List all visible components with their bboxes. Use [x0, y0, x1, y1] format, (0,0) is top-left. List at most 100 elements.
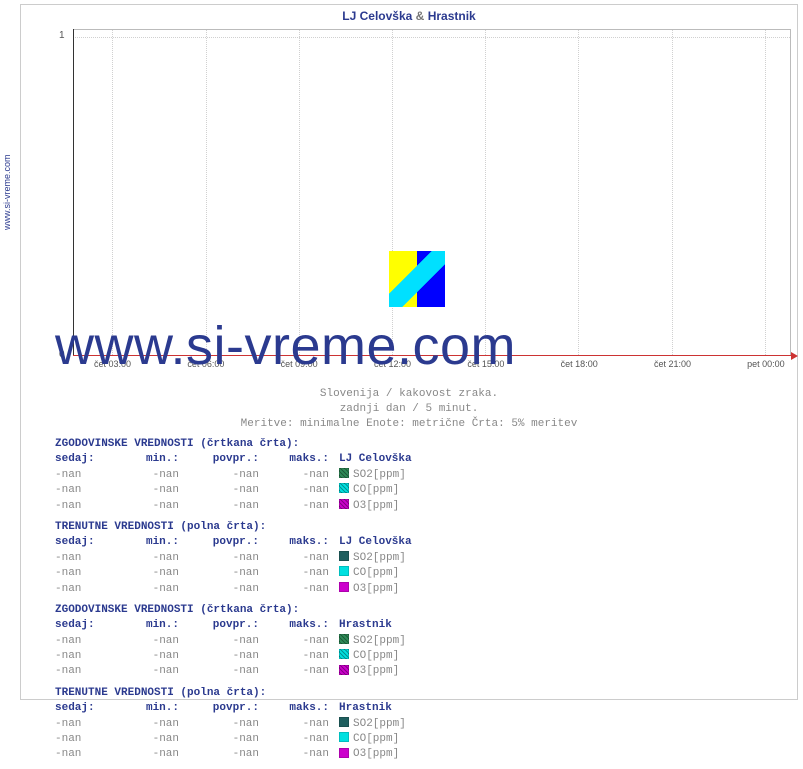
col-sedaj: sedaj:: [55, 452, 119, 467]
series-swatch-icon: [339, 551, 349, 561]
val-min: -nan: [119, 649, 189, 664]
legend-block: TRENUTNE VREDNOSTI (polna črta):sedaj:mi…: [55, 686, 489, 763]
val-povp: -nan: [189, 732, 269, 747]
val-maks: -nan: [269, 566, 339, 581]
series-label: SO2[ppm]: [353, 551, 406, 566]
y-axis: [73, 29, 74, 355]
val-min: -nan: [119, 483, 189, 498]
legend-row: -nan-nan-nan-nanO3[ppm]: [55, 582, 489, 597]
vgrid-line: [578, 30, 579, 355]
series-label: SO2[ppm]: [353, 468, 406, 483]
val-min: -nan: [119, 499, 189, 514]
col-povp: povpr.:: [189, 535, 269, 550]
val-sedaj: -nan: [55, 664, 119, 679]
val-maks: -nan: [269, 747, 339, 762]
x-tick-label: čet 15:00: [462, 359, 510, 369]
series-swatch-icon: [339, 649, 349, 659]
col-maks: maks.:: [269, 618, 339, 633]
series-label: O3[ppm]: [353, 499, 399, 514]
val-sedaj: -nan: [55, 649, 119, 664]
y-tick-label: 1: [59, 30, 65, 41]
series-cell: CO[ppm]: [339, 649, 489, 664]
legend-heading: ZGODOVINSKE VREDNOSTI (črtkana črta):: [55, 603, 489, 618]
val-maks: -nan: [269, 634, 339, 649]
val-min: -nan: [119, 468, 189, 483]
series-label: CO[ppm]: [353, 566, 399, 581]
vgrid-line: [485, 30, 486, 355]
legend-columns: sedaj:min.:povpr.:maks.:LJ Celovška: [55, 452, 489, 467]
val-povp: -nan: [189, 566, 269, 581]
vgrid-line: [206, 30, 207, 355]
val-povp: -nan: [189, 582, 269, 597]
legend-row: -nan-nan-nan-nanCO[ppm]: [55, 566, 489, 581]
val-povp: -nan: [189, 717, 269, 732]
watermark-logo-icon: [389, 251, 445, 307]
x-tick-label: čet 18:00: [555, 359, 603, 369]
col-min: min.:: [119, 452, 189, 467]
col-sedaj: sedaj:: [55, 618, 119, 633]
val-sedaj: -nan: [55, 634, 119, 649]
series-label: CO[ppm]: [353, 483, 399, 498]
vgrid-line: [765, 30, 766, 355]
col-location: LJ Celovška: [339, 535, 489, 550]
title-loc2: Hrastnik: [428, 9, 476, 23]
subtitle-line-1: Slovenija / kakovost zraka.: [21, 387, 797, 402]
val-min: -nan: [119, 582, 189, 597]
series-label: O3[ppm]: [353, 664, 399, 679]
x-tick-label: čet 03:00: [88, 359, 136, 369]
series-cell: SO2[ppm]: [339, 551, 489, 566]
source-url-side: www.si-vreme.com: [2, 154, 12, 230]
x-tick-label: čet 21:00: [649, 359, 697, 369]
val-sedaj: -nan: [55, 499, 119, 514]
val-min: -nan: [119, 551, 189, 566]
series-cell: SO2[ppm]: [339, 468, 489, 483]
val-maks: -nan: [269, 582, 339, 597]
val-povp: -nan: [189, 468, 269, 483]
subtitle-line-3: Meritve: minimalne Enote: metrične Črta:…: [21, 417, 797, 432]
legend-heading: TRENUTNE VREDNOSTI (polna črta):: [55, 686, 489, 701]
chart-title: LJ Celovška & Hrastnik: [21, 5, 797, 23]
series-cell: O3[ppm]: [339, 582, 489, 597]
x-tick-label: čet 09:00: [275, 359, 323, 369]
val-maks: -nan: [269, 732, 339, 747]
series-label: O3[ppm]: [353, 582, 399, 597]
vgrid-line: [299, 30, 300, 355]
val-maks: -nan: [269, 649, 339, 664]
series-cell: O3[ppm]: [339, 747, 489, 762]
val-sedaj: -nan: [55, 717, 119, 732]
legend-row: -nan-nan-nan-nanSO2[ppm]: [55, 468, 489, 483]
col-sedaj: sedaj:: [55, 535, 119, 550]
series-cell: CO[ppm]: [339, 483, 489, 498]
legend-block: TRENUTNE VREDNOSTI (polna črta):sedaj:mi…: [55, 520, 489, 597]
val-sedaj: -nan: [55, 732, 119, 747]
col-maks: maks.:: [269, 452, 339, 467]
val-maks: -nan: [269, 483, 339, 498]
series-swatch-icon: [339, 566, 349, 576]
x-axis: [73, 355, 791, 356]
val-maks: -nan: [269, 717, 339, 732]
title-loc1: LJ Celovška: [342, 9, 412, 23]
val-min: -nan: [119, 717, 189, 732]
series-cell: CO[ppm]: [339, 566, 489, 581]
legend-heading: ZGODOVINSKE VREDNOSTI (črtkana črta):: [55, 437, 489, 452]
legend-row: -nan-nan-nan-nanCO[ppm]: [55, 649, 489, 664]
series-cell: O3[ppm]: [339, 664, 489, 679]
val-min: -nan: [119, 732, 189, 747]
val-sedaj: -nan: [55, 551, 119, 566]
series-swatch-icon: [339, 468, 349, 478]
val-povp: -nan: [189, 499, 269, 514]
val-maks: -nan: [269, 468, 339, 483]
val-min: -nan: [119, 664, 189, 679]
series-label: SO2[ppm]: [353, 634, 406, 649]
legend-row: -nan-nan-nan-nanSO2[ppm]: [55, 634, 489, 649]
series-label: CO[ppm]: [353, 649, 399, 664]
val-min: -nan: [119, 566, 189, 581]
legend-row: -nan-nan-nan-nanSO2[ppm]: [55, 717, 489, 732]
series-label: CO[ppm]: [353, 732, 399, 747]
val-sedaj: -nan: [55, 483, 119, 498]
col-location: Hrastnik: [339, 618, 489, 633]
val-povp: -nan: [189, 551, 269, 566]
col-location: LJ Celovška: [339, 452, 489, 467]
series-swatch-icon: [339, 582, 349, 592]
series-swatch-icon: [339, 499, 349, 509]
